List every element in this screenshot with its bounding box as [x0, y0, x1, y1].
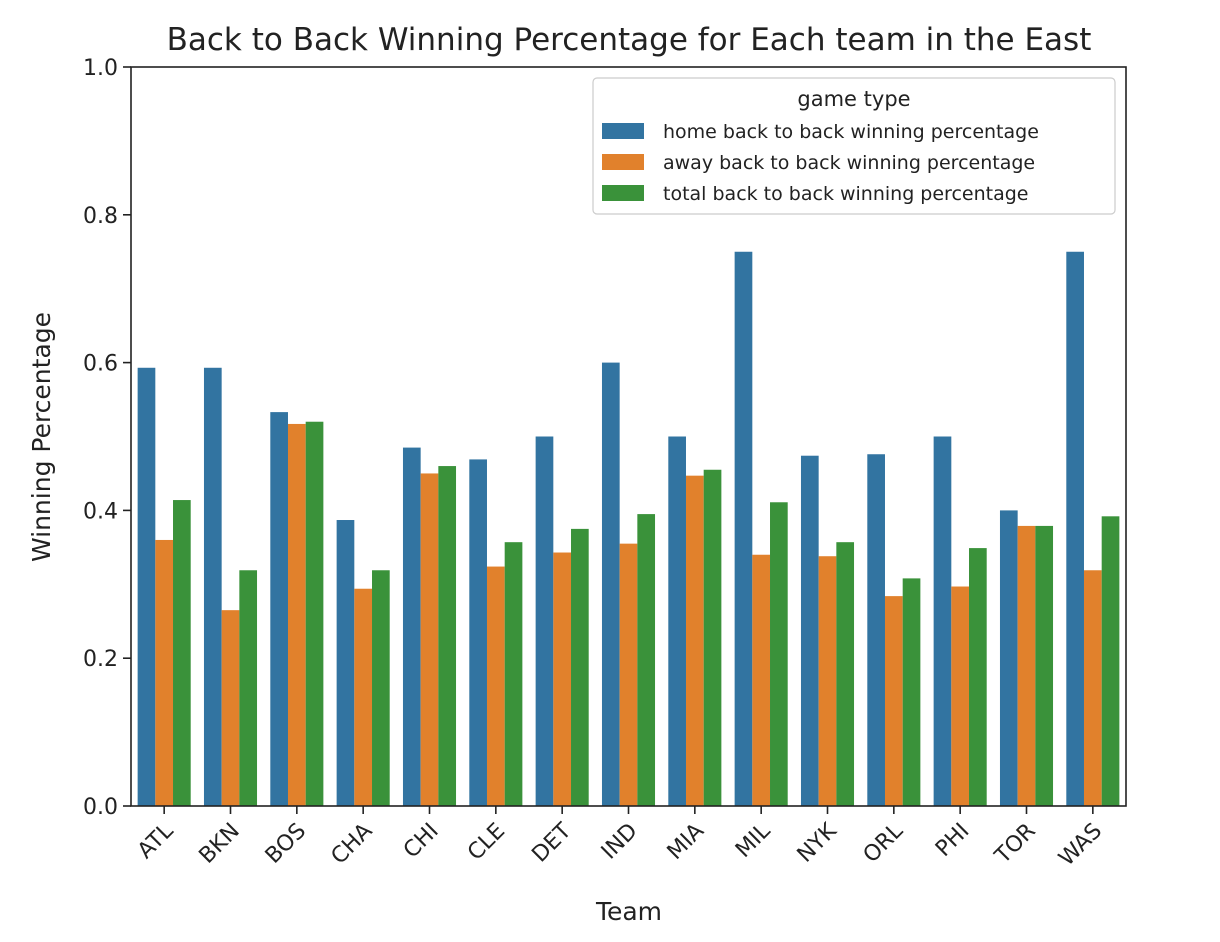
legend: game type home back to back winning perc…	[592, 77, 1116, 215]
bar-was-series-1	[1066, 251, 1084, 806]
x-axis-ticks: ATL BKN BOS CHA CHI CLE DET IND MIA MIL NYK ORL PHI T…	[133, 806, 1107, 871]
bar-phi-series-1	[933, 436, 952, 806]
x-tick-label-mia: MIA	[663, 819, 709, 865]
x-tick-label-orl: ORL	[859, 818, 909, 868]
x-tick-label-atl: ATL	[133, 818, 179, 864]
bar-was-series-3	[1101, 516, 1120, 806]
bar-det-series-1	[535, 436, 554, 806]
legend-label-series-2: away back to back winning percentage	[663, 152, 1035, 174]
bar-bkn-series-1	[203, 367, 222, 806]
bar-chi-series-1	[402, 447, 421, 806]
y-tick-label: 0.2	[83, 647, 118, 672]
legend-box	[592, 77, 1116, 215]
bar-atl-series-2	[155, 539, 174, 806]
bar-cle-series-3	[504, 542, 523, 806]
bar-bos-series-1	[270, 412, 288, 806]
bar-cha-series-1	[336, 520, 355, 806]
bar-nyk-series-3	[836, 542, 855, 806]
x-axis-label: Team	[595, 897, 662, 926]
legend-label-series-3: total back to back winning percentage	[663, 183, 1028, 205]
x-tick-label-nyk: NYK	[793, 818, 842, 867]
x-tick-label-det: DET	[527, 818, 576, 867]
bar-chi-series-2	[420, 473, 439, 806]
bar-orl-series-2	[884, 596, 903, 806]
legend-swatch-series-2	[602, 154, 644, 170]
legend-swatch-series-3	[602, 185, 644, 201]
bar-cle-series-1	[469, 459, 487, 806]
bar-cha-series-2	[354, 588, 373, 806]
chart-title: Back to Back Winning Percentage for Each…	[167, 22, 1092, 58]
bar-nyk-series-2	[818, 556, 837, 806]
bar-tor-series-1	[999, 510, 1018, 806]
y-tick-label: 0.8	[83, 204, 118, 229]
bar-det-series-2	[553, 552, 572, 806]
bar-orl-series-3	[902, 578, 921, 806]
bar-mil-series-3	[770, 502, 788, 806]
bar-bkn-series-2	[221, 610, 240, 806]
bar-ind-series-1	[601, 362, 620, 806]
plot-frame	[130, 66, 1127, 807]
y-tick-label: 0.6	[83, 352, 118, 377]
bar-phi-series-3	[969, 548, 987, 806]
bar-mil-series-1	[734, 251, 753, 806]
bar-orl-series-1	[867, 454, 885, 806]
bar-mil-series-2	[752, 554, 771, 806]
bar-mia-series-1	[668, 436, 686, 806]
bar-bos-series-3	[305, 421, 324, 806]
y-tick-label: 1.0	[83, 56, 118, 81]
x-tick-label-cha: CHA	[327, 819, 378, 870]
legend-title: game type	[797, 87, 910, 111]
y-axis-label: Winning Percentage	[27, 312, 56, 562]
x-tick-label-chi: CHI	[399, 819, 444, 864]
bar-atl-series-1	[137, 367, 156, 806]
x-tick-label-bos: BOS	[261, 819, 311, 869]
x-tick-label-was: WAS	[1054, 819, 1107, 872]
bar-mia-series-3	[703, 469, 722, 806]
bar-nyk-series-1	[800, 455, 819, 806]
bar-tor-series-3	[1035, 525, 1054, 806]
bar-det-series-3	[571, 528, 589, 807]
x-tick-label-ind: IND	[597, 819, 643, 865]
bars-group	[137, 251, 1120, 807]
bar-was-series-2	[1083, 570, 1102, 806]
x-tick-label-tor: TOR	[990, 819, 1041, 870]
x-tick-label-bkn: BKN	[195, 819, 245, 869]
x-tick-label-mil: MIL	[731, 818, 776, 863]
bar-phi-series-2	[951, 586, 970, 806]
bar-cle-series-2	[486, 566, 505, 806]
bar-tor-series-2	[1017, 525, 1036, 806]
x-tick-label-phi: PHI	[931, 819, 974, 862]
bar-ind-series-3	[637, 514, 656, 806]
bar-chi-series-3	[438, 466, 457, 806]
legend-swatch-series-1	[602, 123, 644, 139]
y-tick-label: 0.0	[83, 795, 118, 820]
y-tick-label: 0.4	[83, 499, 118, 524]
bar-mia-series-2	[685, 475, 704, 806]
bar-bos-series-2	[287, 423, 306, 806]
bar-bkn-series-3	[239, 570, 258, 806]
bar-cha-series-3	[372, 570, 390, 806]
x-tick-label-cle: CLE	[463, 819, 510, 866]
bar-atl-series-3	[173, 500, 191, 806]
legend-label-series-1: home back to back winning percentage	[663, 121, 1039, 143]
y-axis-ticks: 0.0 0.2 0.4 0.6 0.8 1.0	[83, 56, 131, 820]
bar-ind-series-2	[619, 543, 638, 806]
